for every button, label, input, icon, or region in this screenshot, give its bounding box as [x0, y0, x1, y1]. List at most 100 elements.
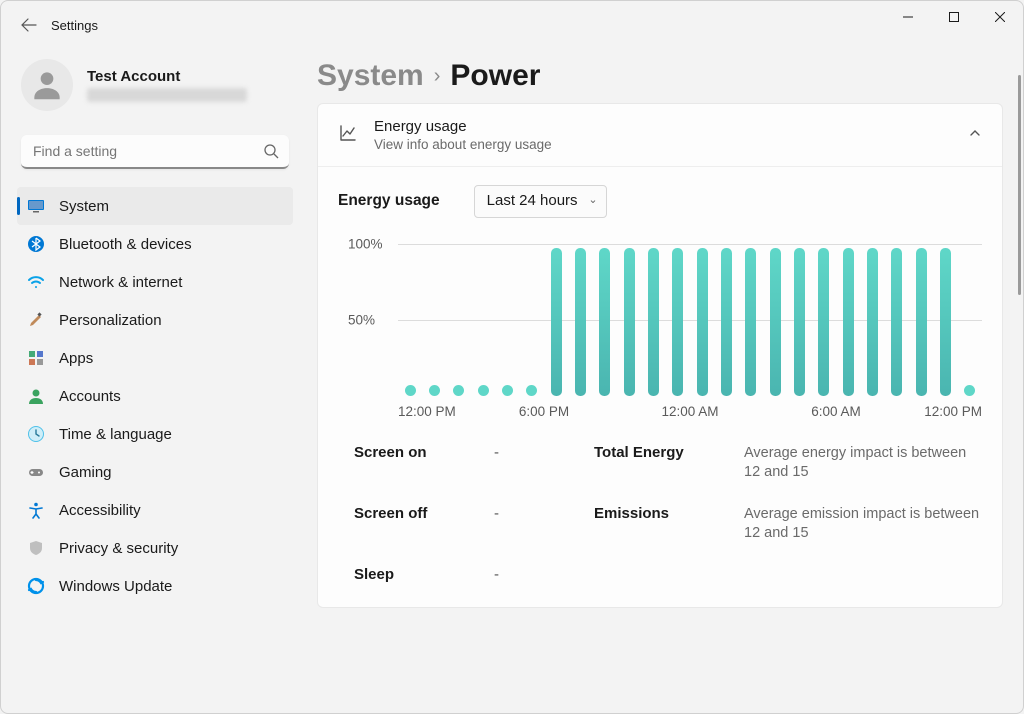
sidebar-item-label: Gaming: [59, 464, 112, 481]
stat-right-desc: Average emission impact is between 12 an…: [744, 505, 982, 544]
card-body: Energy usage Last 24 hours ⌄ 100%50%12:0…: [318, 167, 1002, 607]
period-label: Energy usage: [338, 192, 440, 210]
settings-window: Settings Test Account: [0, 0, 1024, 714]
card-subtitle: View info about energy usage: [374, 137, 552, 152]
stat-right-label: Total Energy: [594, 444, 744, 483]
maximize-button[interactable]: [931, 1, 977, 33]
energy-chart: 100%50%12:00 PM6:00 PM12:00 AM6:00 AM12:…: [354, 244, 982, 424]
x-axis-label: 6:00 AM: [811, 404, 861, 419]
brush-icon: [27, 311, 45, 329]
sidebar-item-accessibility[interactable]: Accessibility: [17, 491, 293, 529]
sidebar-item-clock[interactable]: Time & language: [17, 415, 293, 453]
breadcrumb: System › Power: [317, 59, 1003, 93]
bar[interactable]: [739, 248, 763, 395]
sidebar-item-label: Accounts: [59, 388, 121, 405]
bar[interactable]: [641, 248, 665, 395]
period-dropdown[interactable]: Last 24 hours ⌄: [474, 185, 607, 218]
sidebar-item-wifi[interactable]: Network & internet: [17, 263, 293, 301]
search-input[interactable]: [21, 135, 289, 169]
bar[interactable]: [933, 248, 957, 395]
card-title: Energy usage: [374, 118, 552, 135]
scrollbar-track[interactable]: [1015, 75, 1021, 709]
sidebar-item-person[interactable]: Accounts: [17, 377, 293, 415]
account-email-redacted: [87, 88, 247, 102]
search-box[interactable]: [21, 135, 289, 169]
breadcrumb-parent[interactable]: System: [317, 59, 424, 93]
bar[interactable]: [763, 248, 787, 395]
sidebar-item-label: System: [59, 198, 109, 215]
bar[interactable]: [593, 248, 617, 395]
sidebar-item-label: Apps: [59, 350, 93, 367]
bar[interactable]: [958, 385, 982, 396]
sidebar: Test Account System Bluetooth & devices Ne…: [1, 49, 301, 713]
avatar: [21, 59, 73, 111]
window-controls: [885, 1, 1023, 33]
wifi-icon: [27, 273, 45, 291]
sidebar-item-gamepad[interactable]: Gaming: [17, 453, 293, 491]
sidebar-item-label: Time & language: [59, 426, 172, 443]
close-button[interactable]: [977, 1, 1023, 33]
bar[interactable]: [666, 248, 690, 395]
sidebar-item-bluetooth[interactable]: Bluetooth & devices: [17, 225, 293, 263]
account-block[interactable]: Test Account: [17, 55, 293, 125]
minimize-button[interactable]: [885, 1, 931, 33]
sidebar-item-update[interactable]: Windows Update: [17, 567, 293, 605]
bar[interactable]: [885, 248, 909, 395]
stat-label: Screen on: [354, 444, 494, 483]
window-title: Settings: [51, 18, 98, 33]
stats-grid: Screen on-Total EnergyAverage energy imp…: [354, 444, 982, 583]
accessibility-icon: [27, 501, 45, 519]
scrollbar-thumb[interactable]: [1018, 75, 1021, 295]
bar[interactable]: [495, 385, 519, 396]
bar[interactable]: [714, 248, 738, 395]
bar[interactable]: [617, 248, 641, 395]
bar[interactable]: [690, 248, 714, 395]
sidebar-item-label: Bluetooth & devices: [59, 236, 192, 253]
stat-value: -: [494, 505, 594, 544]
main-content: System › Power Energy usage View info ab…: [301, 49, 1023, 713]
stat-label: Screen off: [354, 505, 494, 544]
chevron-right-icon: ›: [434, 65, 441, 88]
chart-line-icon: [338, 123, 358, 148]
bar[interactable]: [568, 248, 592, 395]
sidebar-item-shield[interactable]: Privacy & security: [17, 529, 293, 567]
bar[interactable]: [422, 385, 446, 396]
update-icon: [27, 577, 45, 595]
chevron-up-icon: [968, 126, 982, 145]
back-button[interactable]: [9, 5, 49, 45]
sidebar-item-apps[interactable]: Apps: [17, 339, 293, 377]
chevron-down-icon: ⌄: [588, 195, 597, 209]
bar[interactable]: [447, 385, 471, 396]
bar[interactable]: [544, 248, 568, 395]
breadcrumb-current: Power: [450, 59, 540, 93]
bar[interactable]: [520, 385, 544, 396]
bar[interactable]: [471, 385, 495, 396]
bar[interactable]: [909, 248, 933, 395]
x-axis: 12:00 PM6:00 PM12:00 AM6:00 AM12:00 PM: [398, 404, 982, 424]
clock-icon: [27, 425, 45, 443]
sidebar-item-brush[interactable]: Personalization: [17, 301, 293, 339]
stat-right-label: [594, 566, 744, 583]
bar[interactable]: [787, 248, 811, 395]
sidebar-item-label: Network & internet: [59, 274, 182, 291]
shield-icon: [27, 539, 45, 557]
sidebar-item-system[interactable]: System: [17, 187, 293, 225]
sidebar-item-label: Personalization: [59, 312, 162, 329]
bar[interactable]: [398, 385, 422, 396]
bar[interactable]: [812, 248, 836, 395]
bar[interactable]: [860, 248, 884, 395]
gamepad-icon: [27, 463, 45, 481]
sidebar-item-label: Privacy & security: [59, 540, 178, 557]
x-axis-label: 6:00 PM: [519, 404, 569, 419]
search-icon: [263, 143, 279, 164]
stat-right-desc: Average energy impact is between 12 and …: [744, 444, 982, 483]
apps-icon: [27, 349, 45, 367]
stat-label: Sleep: [354, 566, 494, 583]
back-arrow-icon: [21, 17, 37, 33]
account-name: Test Account: [87, 68, 247, 85]
card-header[interactable]: Energy usage View info about energy usag…: [318, 104, 1002, 167]
titlebar: Settings: [1, 1, 1023, 49]
bar[interactable]: [836, 248, 860, 395]
stat-right-desc: [744, 566, 982, 583]
avatar-icon: [28, 66, 66, 104]
